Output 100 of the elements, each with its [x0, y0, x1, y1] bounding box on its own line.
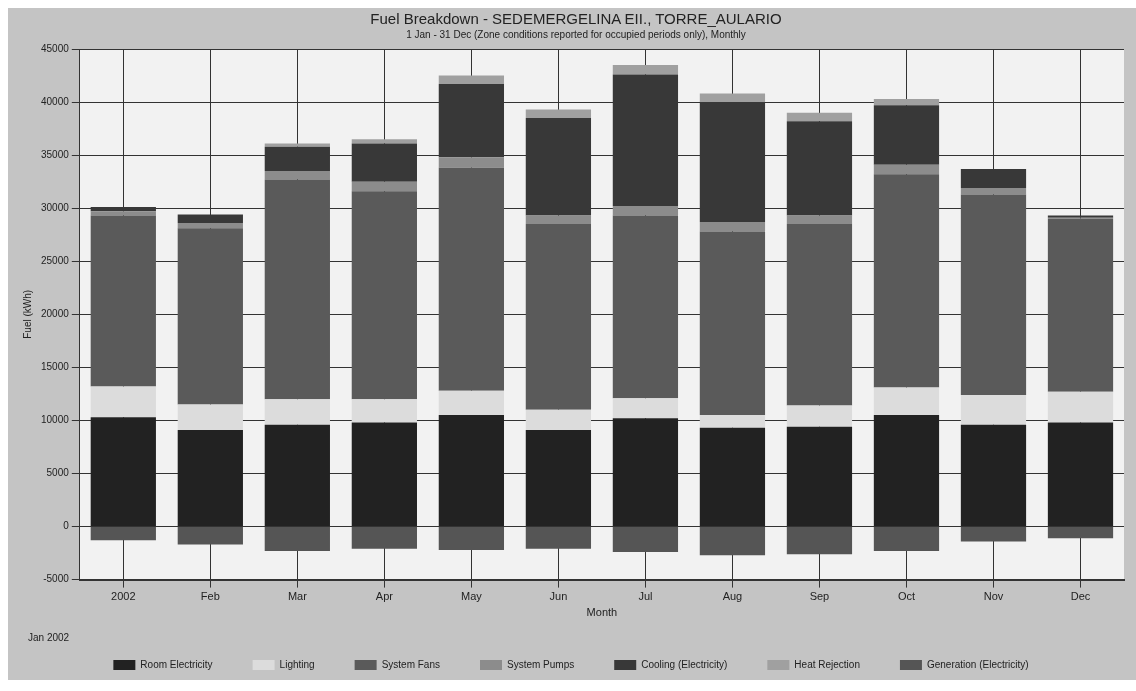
bar	[264, 179, 330, 400]
bar	[699, 221, 766, 232]
bar	[525, 224, 592, 410]
y-tick-label: 35000	[41, 148, 70, 160]
y-axis-title: Fuel (kWh)	[21, 289, 33, 339]
bar	[1047, 422, 1114, 527]
x-tick-label: Sep	[809, 590, 830, 603]
bar	[90, 417, 156, 527]
y-tick-label: 25000	[41, 254, 70, 266]
x-tick-label: Dec	[1070, 590, 1091, 603]
bar	[960, 527, 1027, 542]
y-tick-label: 20000	[41, 308, 70, 320]
y-tick-label: 5000	[46, 467, 70, 479]
bar	[90, 211, 156, 216]
bar	[1047, 218, 1114, 392]
bar	[264, 143, 330, 147]
bar	[786, 224, 853, 406]
bar	[786, 405, 853, 427]
bar	[873, 415, 940, 527]
bar	[90, 215, 156, 387]
bar	[438, 75, 505, 85]
y-tick-label: 45000	[41, 42, 70, 54]
x-tick-label: Jun	[549, 590, 568, 603]
legend-label: Room Electricity	[140, 658, 213, 670]
bar	[873, 527, 940, 551]
bar	[351, 181, 417, 192]
bar	[699, 93, 766, 103]
bar	[351, 527, 417, 549]
bar	[351, 399, 417, 423]
bar	[264, 171, 330, 180]
y-tick-label: 15000	[41, 361, 70, 373]
bar	[177, 404, 243, 430]
bar	[525, 527, 592, 549]
y-tick-label: 40000	[41, 95, 70, 107]
y-tick-label: 10000	[41, 414, 70, 426]
chart-subtitle: 1 Jan - 31 Dec (Zone conditions reported for occupied periods only), Monthly	[405, 29, 747, 40]
bar	[90, 527, 156, 541]
bar	[612, 398, 679, 419]
bar	[960, 394, 1027, 425]
x-tick-label: 2002	[111, 590, 136, 603]
bar	[786, 112, 853, 122]
x-tick-label: Nov	[983, 590, 1004, 603]
y-tick-label: 30000	[41, 201, 70, 213]
bar	[612, 215, 679, 399]
x-tick-label: Oct	[897, 590, 916, 603]
bar	[351, 139, 417, 144]
x-tick-label: Feb	[200, 590, 220, 603]
bar	[525, 215, 592, 225]
bar	[351, 191, 417, 400]
bar	[873, 164, 940, 175]
bar	[525, 409, 592, 430]
bar	[699, 427, 766, 527]
bar	[438, 157, 505, 168]
bar	[873, 387, 940, 416]
bar	[90, 386, 156, 418]
x-axis-title: Month	[586, 606, 618, 619]
bar	[1047, 391, 1114, 423]
x-tick-label: Mar	[287, 590, 308, 603]
bar	[177, 228, 243, 405]
bar	[960, 424, 1027, 527]
bar	[264, 527, 330, 551]
bar	[699, 231, 766, 416]
bar	[438, 527, 505, 550]
bar	[177, 527, 243, 545]
legend-label: Cooling (Electricity)	[641, 658, 728, 670]
legend-label: Generation (Electricity)	[926, 658, 1029, 670]
bar	[612, 64, 679, 75]
bar	[351, 422, 417, 527]
bar	[960, 194, 1027, 395]
legend-label: System Pumps	[506, 658, 575, 670]
bar	[612, 206, 679, 216]
bar	[177, 429, 243, 527]
bar	[438, 415, 505, 527]
x-tick-label: Apr	[375, 590, 394, 603]
bar	[264, 424, 330, 527]
bar	[438, 390, 505, 416]
text: Jan 2002	[28, 632, 70, 643]
legend-label: System Fans	[381, 658, 440, 670]
x-tick-label: Aug	[722, 590, 743, 603]
legend-label: Lighting	[279, 658, 315, 670]
bar	[177, 223, 243, 229]
y-tick-label: 0	[63, 520, 70, 532]
bar	[438, 167, 505, 391]
bar	[612, 527, 679, 553]
bar	[873, 174, 940, 388]
bar	[699, 415, 766, 428]
bar	[525, 429, 592, 527]
bar	[786, 426, 853, 527]
bar	[873, 98, 940, 106]
y-tick-label: -5000	[43, 573, 70, 585]
x-tick-label: Jul	[638, 590, 653, 603]
bar	[264, 399, 330, 425]
bar	[1047, 527, 1114, 539]
chart-title: Fuel Breakdown - SEDEMERGELINA EII., TORRE_AULARIO	[369, 9, 783, 27]
bar	[960, 188, 1027, 195]
bar	[525, 109, 592, 118]
bar	[699, 527, 766, 556]
bar	[786, 215, 853, 225]
legend-label: Heat Rejection	[794, 658, 860, 670]
bar	[786, 527, 853, 555]
